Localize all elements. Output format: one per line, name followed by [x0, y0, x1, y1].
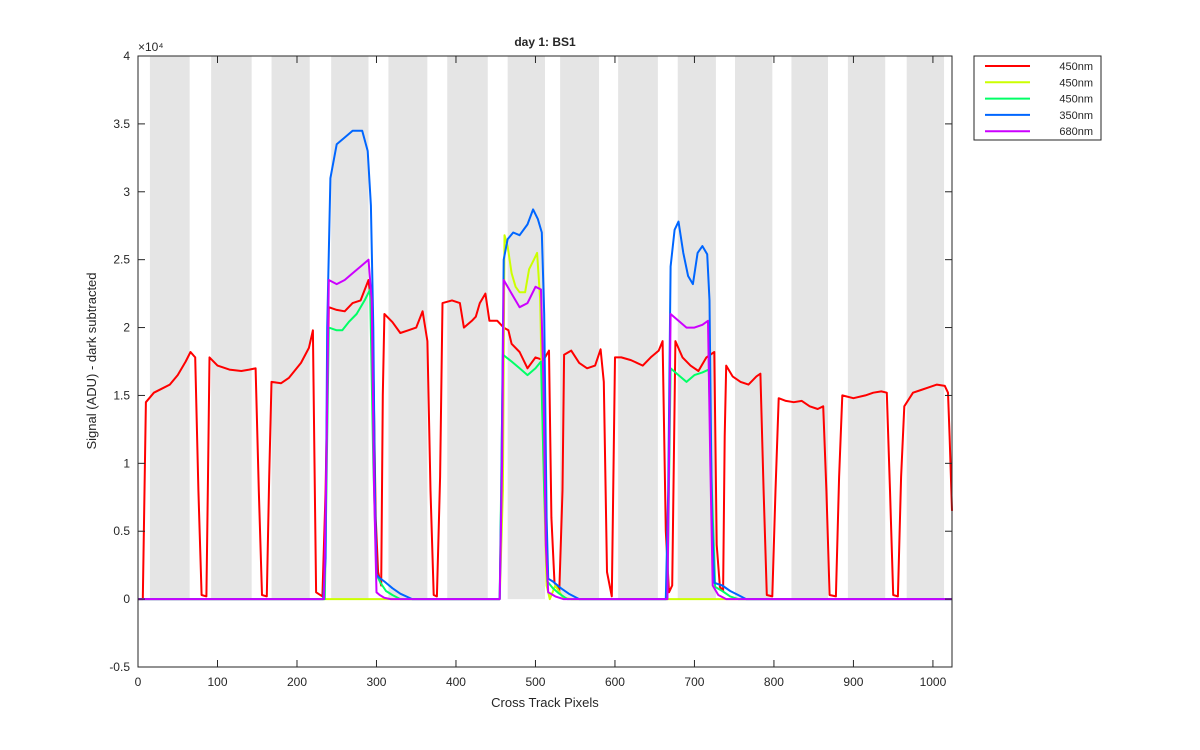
- y-tick-label: 1: [123, 456, 130, 470]
- shaded-band-8: [560, 56, 600, 600]
- y-axis-ticks: -0.5 0 0.5 1 1.5 2 2.5 3 3.5 4: [109, 49, 952, 674]
- series-line-2: [138, 234, 952, 601]
- plot-area-frame: [137, 55, 953, 668]
- y-tick-label: 0.5: [113, 524, 130, 538]
- x-tick-label: 100: [207, 675, 227, 689]
- y-axis-label: Signal (ADU) - dark subtracted: [84, 272, 99, 449]
- x-tick-label: 600: [605, 675, 625, 689]
- y-tick-label: 0: [123, 592, 130, 606]
- y-tick-label: 2: [123, 321, 130, 335]
- x-tick-label: 300: [366, 675, 386, 689]
- x-tick-label: 1000: [920, 675, 947, 689]
- series-line-5: [138, 258, 952, 601]
- x-tick-label: 500: [525, 675, 545, 689]
- legend-label-4: 350nm: [1059, 110, 1093, 122]
- series-line-1: [138, 279, 953, 601]
- x-tick-label: 200: [287, 675, 307, 689]
- legend: 450nm 450nm 450nm 350nm 680nm: [973, 55, 1102, 141]
- y-axis-exponent: ×10⁴: [138, 40, 164, 54]
- shaded-band-13: [847, 56, 886, 600]
- series-lines: [138, 129, 953, 601]
- shaded-band-12: [791, 56, 828, 600]
- shaded-band-11: [734, 56, 773, 600]
- y-tick-label: 1.5: [113, 388, 130, 402]
- legend-items: 450nm 450nm 450nm 350nm 680nm: [985, 61, 1093, 138]
- x-tick-label: 800: [764, 675, 784, 689]
- y-tick-label: -0.5: [109, 660, 130, 674]
- series-line-4: [138, 129, 952, 601]
- legend-label-5: 680nm: [1059, 126, 1093, 138]
- x-axis-ticks: 0 100 200 300 400 500 600 700 800 900 1000: [135, 56, 947, 689]
- shaded-band-6: [447, 56, 488, 600]
- x-tick-label: 700: [684, 675, 704, 689]
- series-line-3: [138, 288, 952, 601]
- x-tick-label: 0: [135, 675, 142, 689]
- shaded-band-2: [211, 56, 252, 600]
- y-tick-label: 3: [123, 185, 130, 199]
- x-tick-label: 900: [843, 675, 863, 689]
- legend-label-2: 450nm: [1059, 77, 1093, 89]
- shaded-band-14: [906, 56, 945, 600]
- chart-title: day 1: BS1: [514, 35, 576, 49]
- y-tick-label: 3.5: [113, 117, 130, 131]
- y-tick-label: 4: [123, 49, 130, 63]
- legend-label-3: 450nm: [1059, 94, 1093, 106]
- shaded-band-9: [618, 56, 658, 600]
- legend-label-1: 450nm: [1059, 61, 1093, 73]
- shaded-band-1: [149, 56, 190, 600]
- x-tick-label: 400: [446, 675, 466, 689]
- shaded-bands: [149, 56, 945, 600]
- shaded-band-7: [507, 56, 545, 600]
- x-axis-label: Cross Track Pixels: [491, 695, 599, 710]
- shaded-band-3: [271, 56, 310, 600]
- y-tick-label: 2.5: [113, 253, 130, 267]
- shaded-band-5: [388, 56, 428, 600]
- shaded-band-4: [331, 56, 369, 600]
